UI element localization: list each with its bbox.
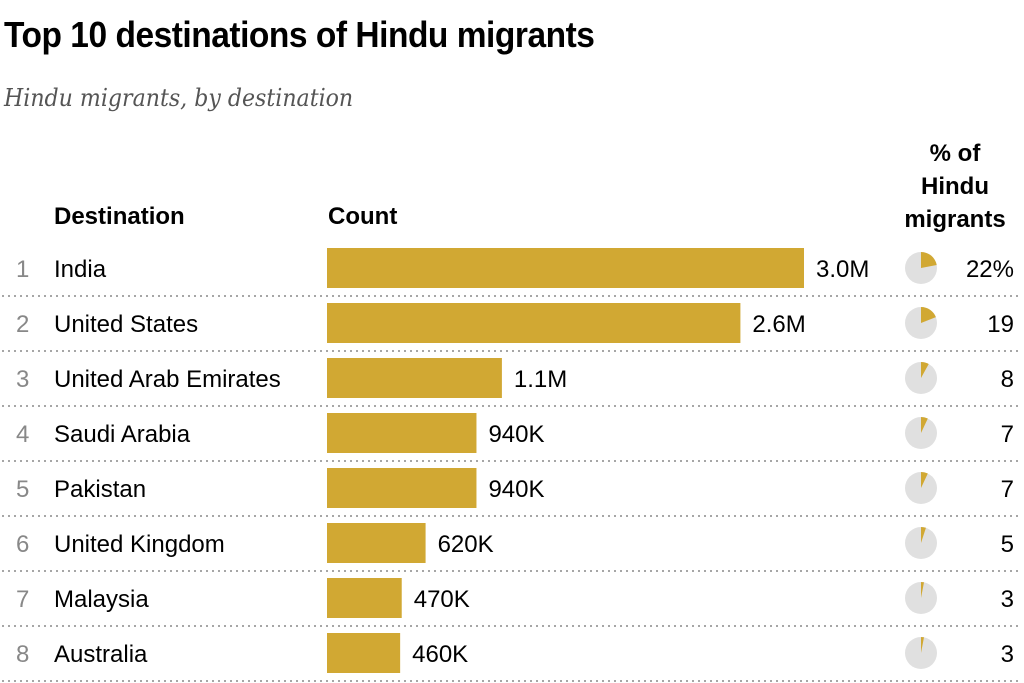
percent-label: 8 [1001,366,1014,393]
bar [327,468,477,508]
rank-label: 6 [16,531,29,558]
header-percent-line3: migrants [904,206,1006,233]
percent-label: 3 [1001,586,1014,613]
pie-slice [921,472,928,488]
rank-label: 5 [16,476,29,503]
header-percent-line1: % of [929,140,981,167]
percent-label: 19 [987,311,1014,338]
bar [327,358,502,398]
rank-label: 3 [16,366,29,393]
header-destination: Destination [54,203,185,230]
value-label: 1.1M [514,366,567,393]
header-percent-line2: Hindu [921,173,989,200]
value-label: 2.6M [752,311,805,338]
value-label: 940K [488,421,544,448]
percent-label: 7 [1001,421,1014,448]
category-label: United States [54,311,198,338]
category-label: Malaysia [54,586,149,613]
pie-slice [921,582,924,598]
rank-label: 2 [16,311,29,338]
pie-slice [921,252,937,268]
percent-label: 22% [966,256,1014,283]
bar [327,248,804,288]
header-count: Count [328,203,398,230]
chart-subtitle: Hindu migrants, by destination [4,84,354,112]
category-label: United Arab Emirates [54,366,281,393]
category-label: United Kingdom [54,531,225,558]
pie-slice [921,417,928,433]
pie-slice [921,362,929,378]
value-label: 470K [414,586,470,613]
percent-label: 5 [1001,531,1014,558]
bar [327,578,402,618]
rank-label: 7 [16,586,29,613]
pie-slice [921,307,936,323]
rank-label: 1 [16,256,29,283]
value-label: 3.0M [816,256,869,283]
header-percent: % of Hindu migrants [880,137,1024,236]
rank-label: 4 [16,421,29,448]
category-label: Pakistan [54,476,146,503]
rank-label: 8 [16,641,29,668]
value-label: 620K [438,531,494,558]
chart-title: Top 10 destinations of Hindu migrants [4,14,595,55]
value-label: 460K [412,641,468,668]
percent-label: 7 [1001,476,1014,503]
percent-label: 3 [1001,641,1014,668]
bar [327,633,401,673]
bar [327,303,741,343]
pie-slice [921,637,924,653]
pie-slice [921,527,926,543]
category-label: Australia [54,641,148,668]
category-label: India [54,256,107,283]
bar [327,523,426,563]
value-label: 940K [488,476,544,503]
bar [327,413,477,453]
category-label: Saudi Arabia [54,421,191,448]
